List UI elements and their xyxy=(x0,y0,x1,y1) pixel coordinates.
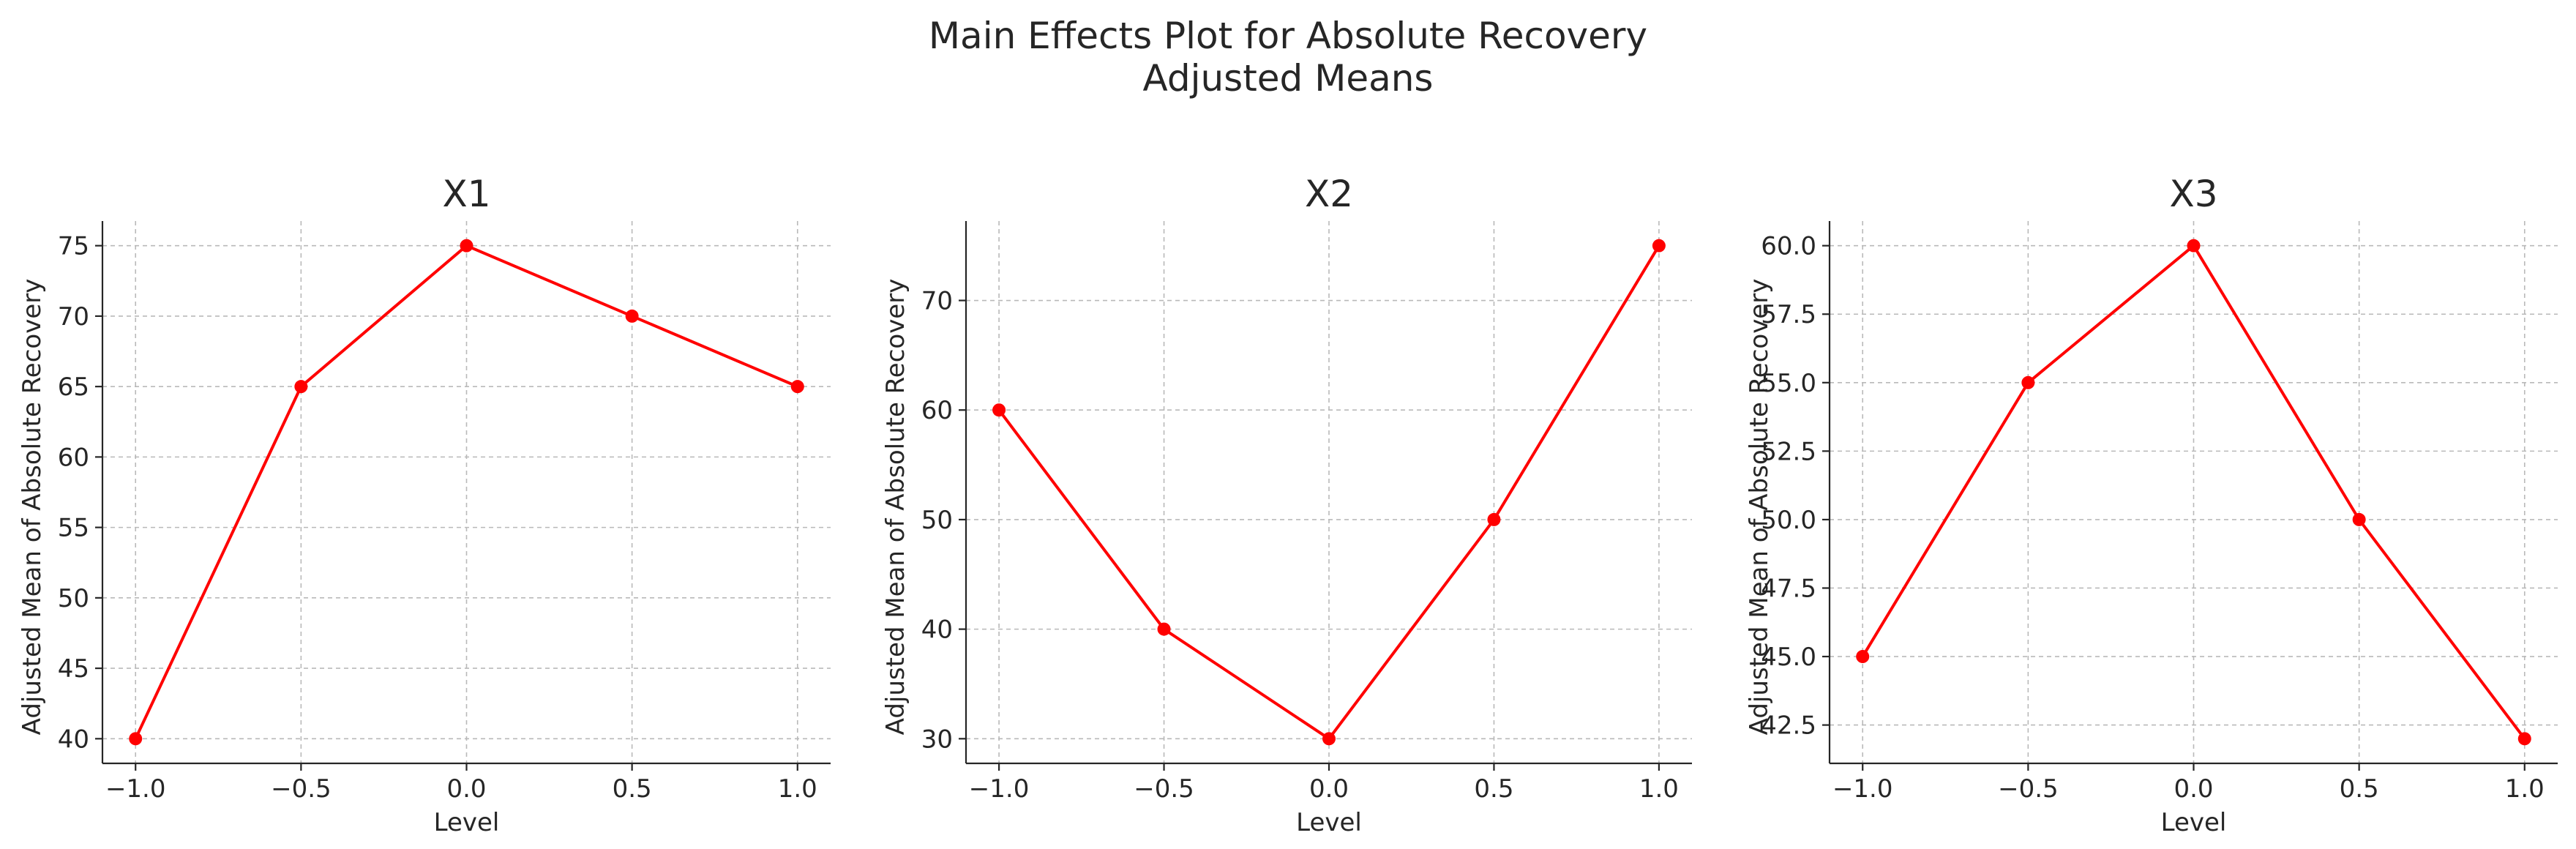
x3-x-tick-label: 0.5 xyxy=(2340,774,2379,804)
x3-y-tick-label: 57.5 xyxy=(1761,300,1816,329)
x1-y-tick-label: 60 xyxy=(58,443,89,472)
x1-data-point xyxy=(460,239,473,253)
x2-y-tick-label: 70 xyxy=(921,287,953,316)
x3-x-axis-label: Level xyxy=(2161,808,2227,837)
x3-x-tick-label: 1.0 xyxy=(2505,774,2545,804)
x2-data-point xyxy=(1487,512,1501,526)
x3-x-tick-label: 0.0 xyxy=(2174,774,2213,804)
x1-x-tick-label: −0.5 xyxy=(271,774,332,804)
x3-data-point xyxy=(2021,375,2035,389)
x1-panel-title: X1 xyxy=(442,173,490,215)
x3-y-tick-label: 60.0 xyxy=(1761,232,1816,261)
x1-x-axis-label: Level xyxy=(434,808,500,837)
x2-y-tick-label: 60 xyxy=(921,396,953,425)
x3-y-axis-label: Adjusted Mean of Absolute Recovery xyxy=(1745,279,1774,736)
x3-y-tick-label: 47.5 xyxy=(1761,574,1816,603)
x2-x-tick-label: −1.0 xyxy=(969,774,1030,804)
x1-x-tick-label: 1.0 xyxy=(778,774,817,804)
panel-x3: −1.0 −0.5 0.0 0.5 1.0 42.5 45.0 47.5 50.0 52.5 55.… xyxy=(1745,173,2558,837)
x2-x-tick-label: 0.0 xyxy=(1309,774,1349,804)
x3-data-point xyxy=(1856,650,1870,664)
x2-data-point xyxy=(992,403,1006,417)
figure-title-line2: Adjusted Means xyxy=(1143,57,1434,100)
x2-panel-title: X2 xyxy=(1305,173,1353,215)
x3-y-tick-label: 52.5 xyxy=(1761,437,1816,466)
x1-data-point xyxy=(625,309,639,323)
x2-x-tick-label: −0.5 xyxy=(1134,774,1194,804)
x2-y-axis-label: Adjusted Mean of Absolute Recovery xyxy=(881,279,910,736)
x2-y-tick-label: 50 xyxy=(921,506,953,535)
x1-x-tick-label: 0.5 xyxy=(613,774,652,804)
x1-data-point xyxy=(790,380,804,394)
x1-y-tick-label: 70 xyxy=(58,302,89,332)
x3-panel-title: X3 xyxy=(2169,173,2217,215)
x3-y-tick-label: 55.0 xyxy=(1761,369,1816,398)
x1-y-tick-label: 65 xyxy=(58,373,89,402)
x3-y-tick-label: 50.0 xyxy=(1761,506,1816,535)
x2-x-tick-label: 1.0 xyxy=(1639,774,1679,804)
x2-x-tick-label: 0.5 xyxy=(1474,774,1513,804)
x2-y-tick-label: 30 xyxy=(921,725,953,754)
x2-data-point xyxy=(1652,239,1666,253)
x2-x-axis-label: Level xyxy=(1296,808,1362,837)
figure-title-line1: Main Effects Plot for Absolute Recovery xyxy=(929,15,1647,57)
x1-y-axis-label: Adjusted Mean of Absolute Recovery xyxy=(18,279,47,736)
panel-x2: −1.0 −0.5 0.0 0.5 1.0 30 40 50 60 70 X2 Level Adjust… xyxy=(881,173,1692,837)
x1-y-tick-label: 40 xyxy=(58,725,89,754)
x1-y-tick-label: 45 xyxy=(58,654,89,684)
x3-x-tick-label: −1.0 xyxy=(1832,774,1893,804)
x3-data-point xyxy=(2517,732,2531,746)
x3-y-tick-label: 45.0 xyxy=(1761,643,1816,672)
x3-y-tick-label: 42.5 xyxy=(1761,711,1816,741)
x3-data-point xyxy=(2352,512,2366,526)
x1-data-point xyxy=(294,380,308,394)
panel-x1: −1.0 −0.5 0.0 0.5 1.0 40 45 50 55 60 65 70 75 X1 Level… xyxy=(18,173,831,837)
x2-data-point xyxy=(1157,622,1171,636)
x2-y-tick-label: 40 xyxy=(921,616,953,645)
x3-data-point xyxy=(2187,239,2201,253)
x1-y-tick-label: 50 xyxy=(58,584,89,613)
x1-x-tick-label: 0.0 xyxy=(446,774,486,804)
x1-x-tick-label: −1.0 xyxy=(105,774,166,804)
x1-data-point xyxy=(129,732,143,746)
x1-y-tick-label: 55 xyxy=(58,514,89,543)
x1-y-tick-label: 75 xyxy=(58,232,89,261)
x3-x-tick-label: −0.5 xyxy=(1998,774,2059,804)
x2-data-point xyxy=(1322,732,1336,746)
